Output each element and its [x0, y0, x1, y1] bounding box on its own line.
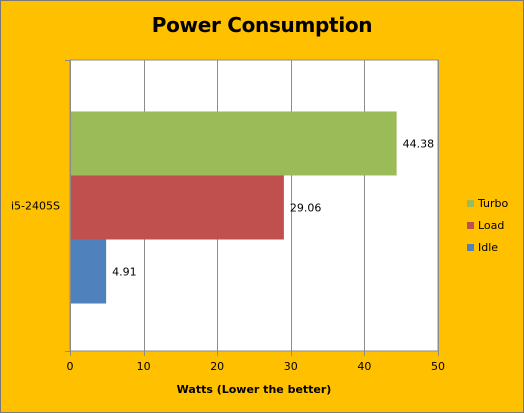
chart-title: Power Consumption: [151, 13, 373, 37]
legend-label-turbo: Turbo: [477, 197, 509, 210]
category-label: i5-2405S: [11, 200, 60, 213]
bar-turbo: [71, 111, 397, 176]
bar-load: [71, 175, 284, 240]
x-tick-label: 20: [210, 360, 224, 373]
axes: 0 10 20 30 40 50 i5-2405S: [11, 60, 445, 373]
x-tick-label: 30: [284, 360, 298, 373]
legend-label-load: Load: [478, 219, 504, 232]
legend-swatch-turbo: [467, 200, 474, 207]
legend-label-idle: Idle: [478, 241, 498, 254]
legend-swatch-load: [467, 222, 474, 229]
data-labels: 44.38 29.06 4.91: [112, 137, 434, 278]
x-tick-label: 0: [67, 360, 74, 373]
x-tick-label: 40: [357, 360, 371, 373]
data-label-idle: 4.91: [112, 266, 137, 279]
legend: Turbo Load Idle: [467, 197, 509, 254]
legend-swatch-idle: [467, 244, 474, 251]
x-axis-title: Watts (Lower the better): [177, 383, 332, 396]
x-tick-label: 50: [431, 360, 445, 373]
x-tick-label: 10: [137, 360, 151, 373]
data-label-load: 29.06: [290, 202, 322, 215]
bar-idle: [71, 239, 107, 304]
data-label-turbo: 44.38: [403, 137, 435, 150]
bars: [71, 111, 397, 304]
